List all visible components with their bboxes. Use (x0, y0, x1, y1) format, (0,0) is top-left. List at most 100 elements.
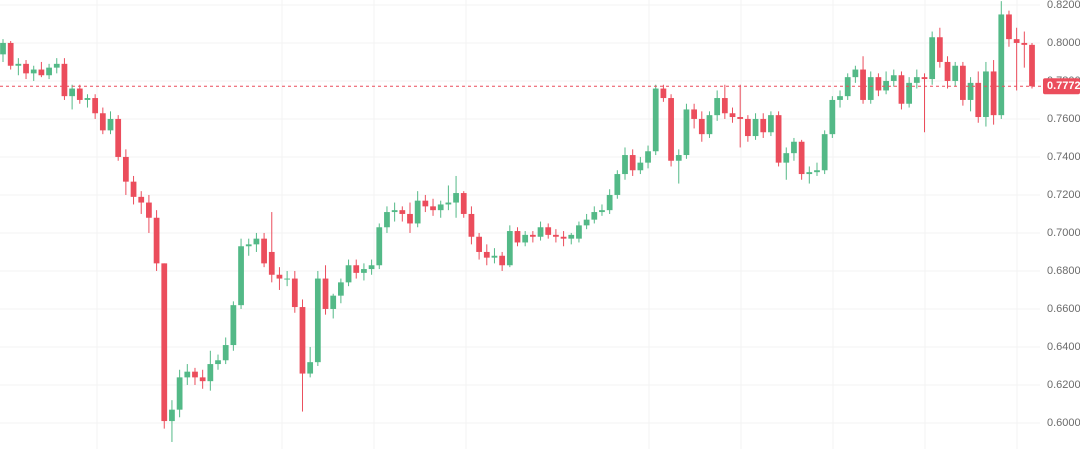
candle-body (38, 69, 45, 76)
candle-body (330, 295, 337, 309)
candle-body (821, 134, 828, 171)
candle-body (184, 371, 191, 378)
candle-body (314, 278, 321, 363)
candle-body (614, 174, 621, 195)
candle-body (407, 213, 413, 224)
candle-body (990, 71, 997, 116)
candle-body (153, 217, 160, 264)
candle-body (929, 37, 936, 80)
candle-body (23, 63, 29, 74)
candle-body (714, 98, 721, 116)
candle-body (76, 88, 83, 100)
candle-body (215, 360, 221, 365)
candle-body (391, 210, 398, 213)
candle-body (852, 69, 859, 78)
candle-body (967, 82, 974, 100)
candle-body (629, 155, 636, 171)
candle-body (752, 118, 759, 137)
price-label-box (1043, 78, 1080, 95)
candle-body (107, 118, 114, 131)
candle-body (683, 109, 690, 156)
y-tick-label: 0.7600 (1047, 113, 1080, 125)
y-tick-label: 0.6800 (1047, 265, 1080, 277)
candle-body (261, 238, 267, 264)
candle-body (829, 99, 836, 135)
candle-body (906, 82, 913, 104)
candle-body (875, 77, 882, 91)
candle-body (399, 210, 406, 214)
candle-body (276, 274, 283, 279)
candle-body (606, 194, 613, 211)
candle-body (936, 37, 943, 62)
candle-body (622, 155, 628, 175)
candle-body (637, 162, 644, 171)
candle-body (353, 265, 360, 273)
candle-body (599, 210, 605, 213)
candle-body (913, 77, 920, 83)
candle-body (514, 231, 521, 243)
candle-body (176, 377, 183, 410)
candle-body (483, 251, 490, 258)
candle-body (698, 118, 705, 135)
candle-body (890, 75, 897, 81)
candle-body (122, 156, 129, 182)
candle-body (322, 278, 329, 309)
candle-body (898, 75, 905, 104)
candle-body (537, 227, 544, 237)
candle-body (7, 42, 14, 66)
y-tick-label: 0.6600 (1047, 303, 1080, 315)
candle-body (430, 206, 436, 211)
candle-body (368, 265, 375, 270)
candle-body (376, 227, 383, 266)
candle-body (867, 77, 874, 100)
price-label: 0.7772 (1047, 80, 1080, 92)
candle-body (345, 265, 352, 283)
candle-body (238, 246, 244, 306)
y-tick-label: 0.6400 (1047, 341, 1080, 353)
candle-body (30, 69, 37, 74)
candle-body (798, 141, 805, 175)
candle-body (545, 227, 552, 235)
candle-body (737, 117, 744, 119)
candle-body (15, 63, 22, 66)
candle-body (130, 181, 137, 197)
candle-body (253, 238, 260, 245)
candle-body (69, 88, 75, 97)
candle-body (576, 225, 582, 239)
y-tick-label: 0.8200 (1047, 0, 1080, 11)
candle-body (806, 172, 813, 175)
candle-body (99, 113, 106, 131)
candle-body (721, 98, 728, 114)
candle-body (53, 63, 60, 68)
candle-body (499, 255, 506, 266)
candle-body (768, 115, 774, 133)
candle-body (675, 155, 682, 161)
candle-body (222, 345, 229, 361)
candle-body (453, 193, 459, 203)
candle-body (952, 65, 959, 81)
y-tick-label: 0.7400 (1047, 151, 1080, 163)
candle-body (553, 234, 559, 237)
candle-body (468, 213, 475, 237)
candle-body (476, 236, 482, 252)
candle-body (522, 234, 529, 243)
candle-body (568, 234, 575, 239)
candle-body (460, 193, 467, 214)
candle-body (921, 77, 928, 80)
candle-body (92, 98, 99, 114)
candle-body (46, 67, 52, 76)
candle-body (983, 71, 989, 118)
candle-body (660, 88, 667, 99)
candle-body (668, 98, 674, 161)
candle-body (814, 170, 820, 173)
candle-body (529, 234, 536, 237)
candle-body (361, 269, 367, 273)
y-tick-label: 0.7000 (1047, 227, 1080, 239)
candle-body (998, 14, 1005, 116)
candle-body (744, 118, 751, 137)
candle-body (146, 202, 152, 218)
y-tick-label: 0.7200 (1047, 189, 1080, 201)
candle-body (583, 219, 590, 226)
candle-body (1029, 44, 1035, 87)
